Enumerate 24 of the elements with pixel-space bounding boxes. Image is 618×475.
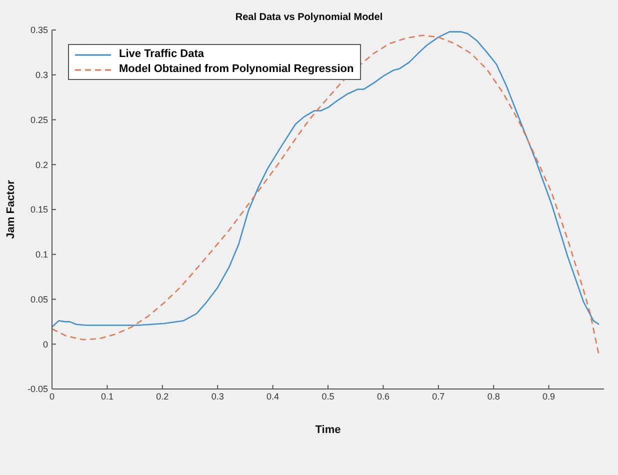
y-tick-label: 0.35 xyxy=(30,25,48,36)
x-tick-label: 0.7 xyxy=(432,391,445,402)
chart-title: Real Data vs Polynomial Model xyxy=(234,12,384,23)
y-tick-label: 0.3 xyxy=(35,70,48,80)
x-tick-label: 0.4 xyxy=(266,391,280,402)
x-tick-label: 0 xyxy=(49,391,55,402)
x-axis-title: Time xyxy=(315,424,341,436)
legend-label: Live Traffic Data xyxy=(119,47,204,62)
y-tick-label: 0.25 xyxy=(30,114,48,125)
x-tick-label: 0.5 xyxy=(322,391,334,402)
x-tick-label: 0.1 xyxy=(100,391,114,402)
legend-label: Model Obtained from Polynomial Regression xyxy=(119,62,354,77)
x-tick-label: 0.8 xyxy=(487,391,500,402)
y-tick-label: 0 xyxy=(42,339,48,350)
y-tick-label: 0.1 xyxy=(35,250,48,260)
y-tick-label: 0.2 xyxy=(35,160,48,170)
y-axis-title: Jam Factor xyxy=(4,179,17,239)
y-tick-label: 0.05 xyxy=(30,294,48,304)
x-tick-label: 0.9 xyxy=(542,391,556,402)
y-tick-label: -0.05 xyxy=(27,384,48,394)
x-tick-label: 0.2 xyxy=(156,391,169,402)
x-tick-label: 0.3 xyxy=(211,391,224,402)
y-tick-label: 0.15 xyxy=(30,204,48,215)
x-tick-label: 0.6 xyxy=(376,391,390,402)
